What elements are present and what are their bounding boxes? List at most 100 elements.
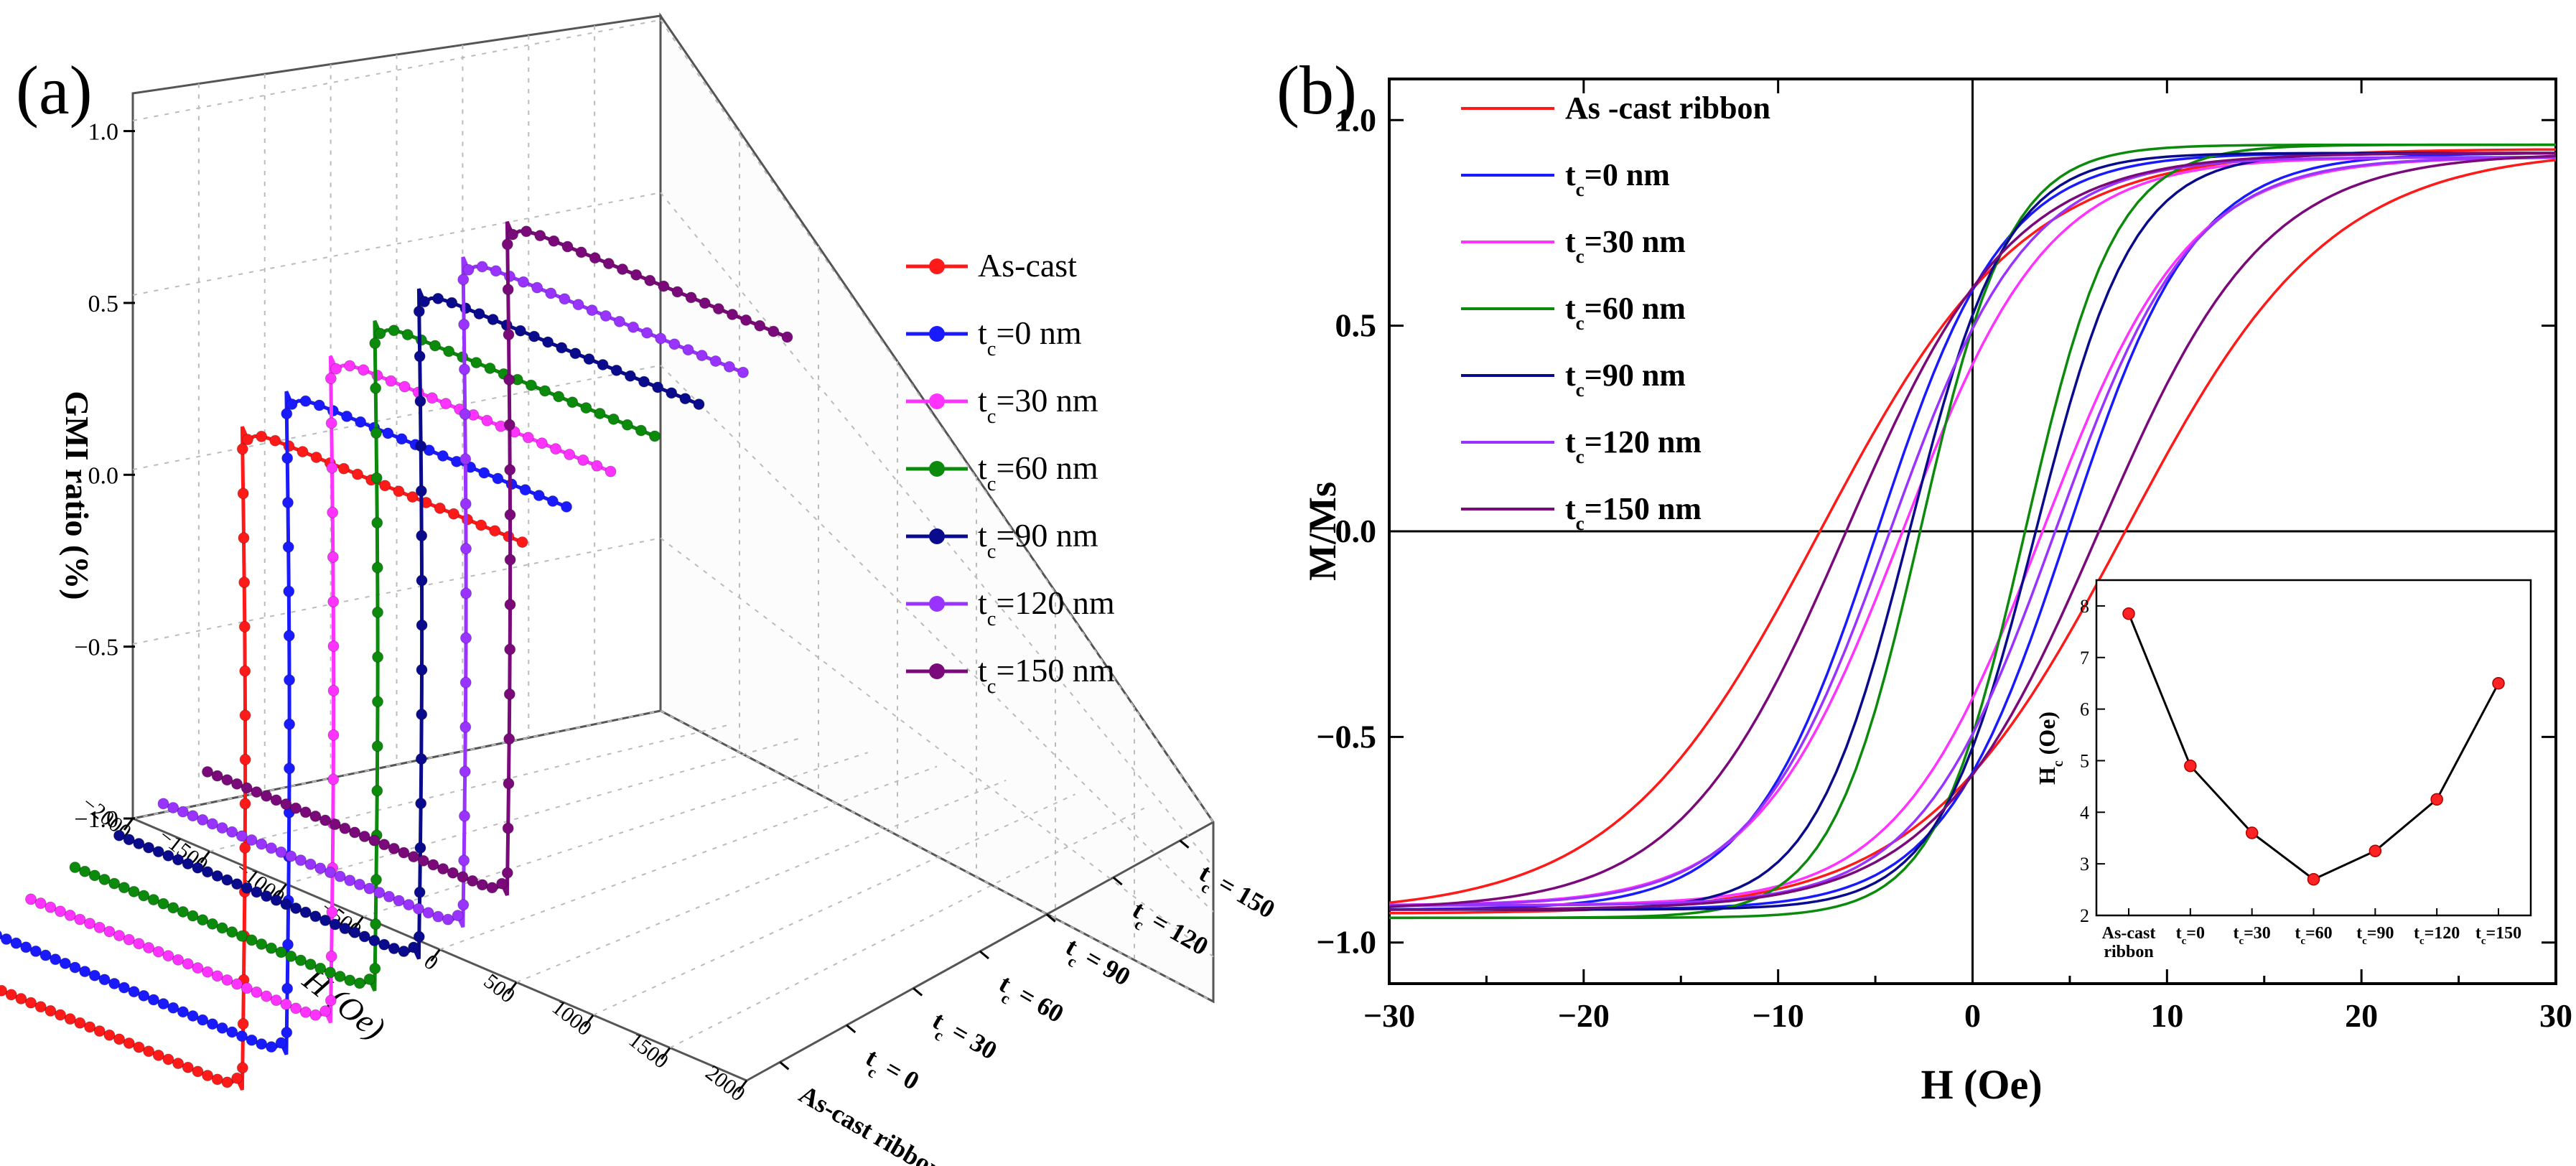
gmi-marker	[103, 1029, 116, 1041]
gmi-marker	[415, 797, 427, 809]
gmi-marker	[45, 1004, 57, 1017]
legend-marker	[929, 461, 945, 477]
gmi-marker	[393, 895, 405, 907]
gmi-marker	[147, 994, 159, 1006]
gmi-marker	[84, 918, 96, 930]
gmi-marker	[118, 981, 130, 994]
gmi-marker	[128, 986, 140, 998]
gmi-marker	[416, 619, 428, 631]
gmi-marker	[416, 709, 428, 721]
gmi-marker	[211, 1073, 223, 1086]
gmi-marker	[202, 1069, 214, 1081]
gmi-marker	[679, 393, 691, 405]
gmi-marker	[261, 990, 273, 1002]
gmi-marker	[358, 831, 370, 843]
grid-line-z	[132, 19, 661, 121]
gmi-series-3	[69, 320, 661, 992]
gmi-marker	[93, 1025, 106, 1037]
gmi-marker	[370, 427, 382, 439]
gmi-marker	[459, 453, 472, 465]
gmi-marker	[490, 265, 502, 277]
gmi-marker	[518, 276, 529, 288]
gmi-marker	[503, 778, 515, 790]
gmi-marker	[638, 376, 650, 388]
gmi-marker	[261, 890, 273, 903]
gmi-marker	[329, 818, 341, 831]
gmi-marker	[157, 897, 169, 910]
z-tick-label: −0.5	[74, 635, 118, 661]
gmi-marker	[371, 740, 383, 752]
legend-label: tc=30 nm	[978, 382, 1098, 428]
gmi-marker	[281, 497, 294, 509]
panel-a-curves	[0, 220, 793, 1091]
panel-b: (b) −30 −20 −10 0 10 20 30 −1.0 −0.5 0.0 0.5 1.0 As…	[1277, 52, 2572, 1108]
inset-point	[2430, 793, 2443, 806]
gmi-marker	[434, 502, 446, 514]
gmi-marker	[500, 319, 513, 331]
gmi-marker	[29, 945, 42, 957]
gmi-marker	[192, 862, 204, 874]
gmi-marker	[671, 286, 683, 298]
gmi-marker	[372, 606, 384, 618]
gmi-marker	[283, 630, 295, 642]
gmi-marker	[294, 954, 307, 966]
y-tick-label: tc = 0	[858, 1043, 925, 1101]
gmi-marker	[128, 885, 140, 897]
gmi-marker	[371, 561, 383, 574]
inset-x-tick-label: tc=150	[2475, 924, 2521, 947]
gmi-marker	[15, 993, 27, 1005]
gmi-marker	[269, 434, 281, 447]
gmi-series-6	[202, 220, 793, 896]
gmi-marker	[503, 329, 515, 341]
gmi-marker	[280, 898, 292, 910]
grid-line-z	[132, 364, 661, 470]
gmi-marker	[553, 391, 565, 403]
x-tick-mark	[200, 850, 211, 864]
inset-x-tick-label: tc=30	[2234, 924, 2271, 947]
gmi-marker	[569, 348, 582, 360]
panel-b-legend: As -cast ribbon tc=0 nm tc=30 nm tc=60 nm tc…	[1461, 90, 1770, 534]
gmi-marker	[352, 468, 363, 480]
gmi-series-4	[113, 288, 705, 960]
z-tick-label: 0.0	[88, 462, 119, 489]
legend-label: As-cast	[978, 247, 1077, 284]
gmi-marker	[635, 424, 647, 437]
grid-line-floor	[592, 793, 1075, 1016]
gmi-marker	[621, 419, 633, 431]
gmi-marker	[607, 413, 620, 425]
gmi-marker	[462, 263, 475, 276]
gmi-marker	[561, 500, 572, 513]
gmi-marker	[238, 620, 251, 633]
gmi-marker	[460, 587, 472, 600]
x-tick-label: 0	[1964, 997, 1981, 1034]
gmi-marker	[282, 541, 294, 553]
gmi-marker	[10, 937, 22, 949]
inset-y-tick-label: 5	[2080, 750, 2089, 771]
grid-line-z-right	[660, 19, 1214, 823]
gmi-marker	[658, 280, 670, 292]
gmi-marker	[143, 1045, 155, 1058]
gmi-marker	[281, 982, 294, 994]
gmi-marker	[504, 464, 516, 476]
x-tick-label: 0	[419, 950, 442, 975]
gmi-marker	[504, 643, 516, 656]
gmi-marker	[167, 801, 179, 813]
gmi-marker	[206, 1018, 218, 1030]
gmi-marker	[152, 946, 164, 958]
gmi-marker	[108, 977, 121, 989]
gmi-marker	[261, 790, 273, 802]
gmi-marker	[309, 1009, 322, 1021]
gmi-marker	[521, 225, 533, 238]
gmi-marker	[325, 950, 337, 962]
gmi-marker	[457, 899, 470, 911]
grid-line-z	[132, 537, 661, 645]
gmi-marker	[429, 340, 441, 352]
gmi-marker	[265, 942, 277, 954]
gmi-marker	[385, 375, 397, 387]
panel-b-axes: −30 −20 −10 0 10 20 30 −1.0 −0.5 0.0 0.5 1.0	[1316, 79, 2572, 1034]
gmi-marker	[236, 1062, 248, 1074]
gmi-marker	[516, 536, 528, 549]
gmi-marker	[534, 230, 546, 242]
gmi-marker	[559, 293, 571, 305]
gmi-marker	[177, 905, 189, 918]
